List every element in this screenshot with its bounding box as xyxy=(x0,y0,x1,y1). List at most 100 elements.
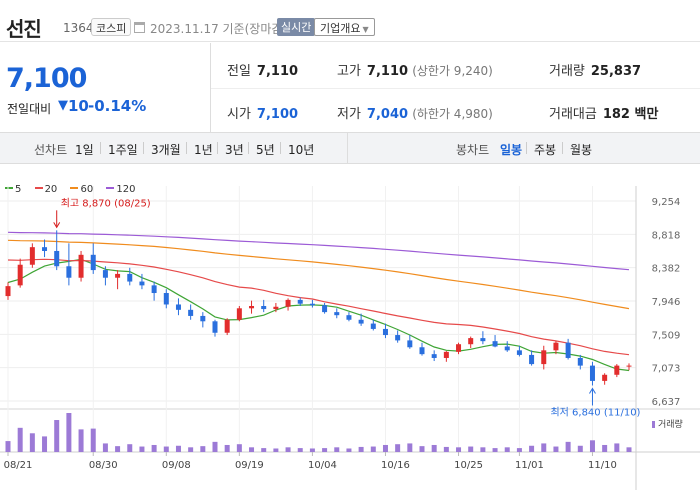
stock-name: 선진 xyxy=(6,17,42,41)
stock-chart[interactable]: 9,254 8,818 8,382 7,946 7,509 7,073 6,637 08/21… xyxy=(0,164,700,490)
volume-bar xyxy=(602,444,608,452)
candle-body xyxy=(480,338,486,342)
volume-bar xyxy=(322,448,328,452)
candle-body xyxy=(309,303,315,306)
y-tick-label: 9,254 xyxy=(652,197,681,208)
divider xyxy=(217,142,218,154)
volume-bar xyxy=(273,448,279,452)
volume-bar xyxy=(102,443,108,452)
range-1y[interactable]: 1년 xyxy=(194,143,213,157)
volume-bar xyxy=(382,444,388,452)
range-5y[interactable]: 5년 xyxy=(256,143,275,157)
candle-body xyxy=(151,285,157,294)
change-rate: -0.14% xyxy=(88,97,147,115)
volume-bar xyxy=(504,447,510,452)
candle-body xyxy=(553,342,559,351)
candle-body xyxy=(224,319,230,333)
range-1d[interactable]: 1일 xyxy=(75,143,94,157)
high-value: 7,110 xyxy=(366,64,409,79)
volume-bar xyxy=(614,443,620,452)
volume: 거래량 25,837 xyxy=(549,60,641,79)
volume-bar xyxy=(78,429,84,452)
volume-bar xyxy=(529,445,535,452)
volume-bar xyxy=(29,433,35,452)
amount-value: 182 백만 xyxy=(602,107,659,122)
x-tick-label: 11/01 xyxy=(515,460,544,471)
candle-body xyxy=(419,347,425,355)
candle-body xyxy=(334,312,340,316)
volume-bar xyxy=(346,448,352,452)
ma-legend-60: 60 xyxy=(70,184,93,195)
period-weekly[interactable]: 주봉 xyxy=(534,143,557,157)
high-price: 고가 7,110 (상한가 9,240) xyxy=(337,60,493,79)
range-3m[interactable]: 3개월 xyxy=(151,143,181,157)
candle-body xyxy=(127,273,133,282)
x-tick-label: 08/30 xyxy=(89,460,118,471)
volume-bar xyxy=(236,444,242,452)
volume-bar xyxy=(90,428,96,452)
divider xyxy=(347,133,348,164)
high-label: 고가 xyxy=(337,64,361,79)
low-label: 저가 xyxy=(337,107,361,122)
y-tick-label: 7,946 xyxy=(652,297,681,308)
x-tick-label: 10/16 xyxy=(381,460,410,471)
volume-bar xyxy=(431,444,437,452)
candle-body xyxy=(29,247,35,265)
arrow-down-icon xyxy=(53,222,61,229)
volume-bar xyxy=(395,444,401,452)
candle-body xyxy=(382,328,388,336)
range-3y[interactable]: 3년 xyxy=(225,143,244,157)
volume-bar xyxy=(492,448,498,452)
candle-body xyxy=(42,247,48,251)
range-1w[interactable]: 1주일 xyxy=(108,143,138,157)
range-10y[interactable]: 10년 xyxy=(288,143,315,157)
volume-bar xyxy=(589,440,595,452)
company-overview-dropdown[interactable]: 기업개요 ▼ xyxy=(314,18,375,36)
divider xyxy=(100,142,101,154)
ma-legend-20: 20 xyxy=(34,184,58,195)
candle-body xyxy=(236,308,242,320)
volume-bar xyxy=(553,446,559,452)
prev-close: 전일 7,110 xyxy=(227,60,298,79)
volume-bar xyxy=(151,444,157,452)
volume-value: 25,837 xyxy=(590,64,642,79)
volume-bar xyxy=(54,420,60,452)
y-tick-label: 8,382 xyxy=(652,264,681,275)
calendar-icon xyxy=(134,22,145,33)
change-label: 전일대비 xyxy=(7,102,52,116)
candle-body xyxy=(468,338,474,345)
candle-body xyxy=(602,374,608,381)
volume-label: 거래량 xyxy=(549,64,585,79)
candle-body xyxy=(5,286,11,297)
volume-bar xyxy=(175,445,181,452)
ma20-swatch xyxy=(34,186,43,189)
candle-body xyxy=(188,309,194,316)
chevron-down-icon: ▼ xyxy=(362,25,369,34)
divider xyxy=(526,142,527,154)
period-monthly[interactable]: 월봉 xyxy=(570,143,593,157)
ma20-label: 20 xyxy=(44,184,58,195)
chart-toolbar: 선차트 1일 1주일 3개월 1년 3년 5년 10년 봉차트 일봉 주봉 월봉 xyxy=(0,133,700,164)
candle-body xyxy=(175,304,181,310)
candle-body xyxy=(456,344,462,352)
candle-body xyxy=(358,319,364,324)
divider xyxy=(562,142,563,154)
divider xyxy=(186,142,187,154)
candle-body xyxy=(285,299,291,307)
volume-bar xyxy=(66,413,72,452)
ma20-line xyxy=(7,258,630,356)
y-tick-label: 7,073 xyxy=(652,364,681,375)
volume-bar xyxy=(139,446,145,452)
realtime-button[interactable]: 실시간 xyxy=(277,18,316,36)
volume-bar xyxy=(212,441,218,452)
upper-limit: (상한가 9,240) xyxy=(412,64,493,78)
period-daily[interactable]: 일봉 xyxy=(500,143,523,157)
candle-body xyxy=(370,323,376,329)
company-overview-label: 기업개요 xyxy=(320,22,361,35)
volume-bar xyxy=(163,446,169,452)
volume-bar xyxy=(115,446,121,452)
y-tick-label: 6,637 xyxy=(652,397,681,408)
volume-bar xyxy=(127,444,133,452)
volume-bar xyxy=(443,446,449,452)
volume-bar xyxy=(249,447,255,452)
